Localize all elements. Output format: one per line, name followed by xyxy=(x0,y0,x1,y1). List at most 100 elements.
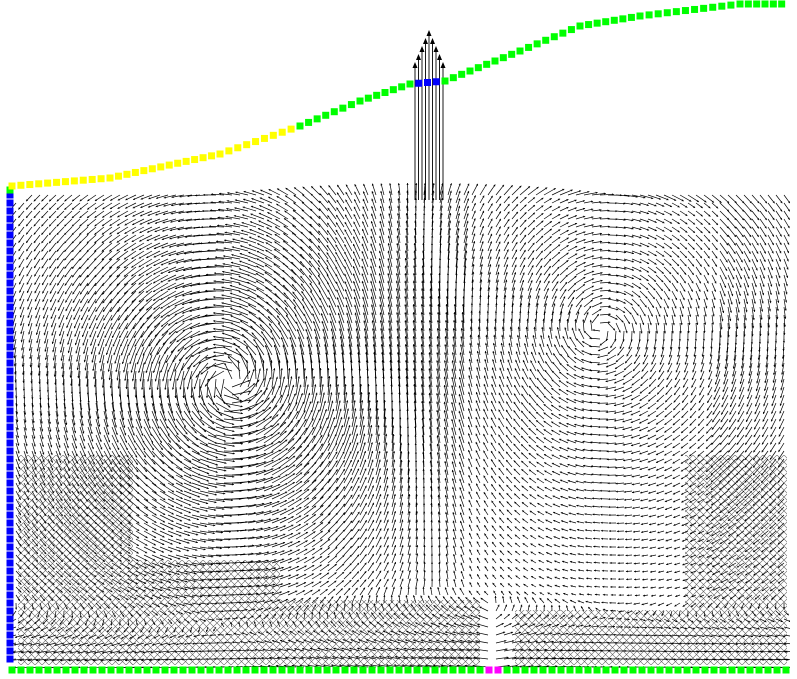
velocity-vector xyxy=(256,250,273,260)
velocity-vector xyxy=(566,318,569,332)
velocity-vector xyxy=(475,458,481,468)
velocity-vector xyxy=(553,552,561,556)
velocity-vector xyxy=(484,557,489,564)
velocity-vector xyxy=(591,232,602,236)
velocity-vector xyxy=(607,474,617,477)
velocity-vector xyxy=(711,258,718,267)
velocity-vector xyxy=(672,426,681,434)
velocity-vector xyxy=(775,202,783,212)
velocity-vector xyxy=(302,186,313,196)
velocity-vector xyxy=(775,242,782,254)
velocity-vector xyxy=(18,218,25,227)
velocity-vector xyxy=(476,541,481,548)
velocity-vector xyxy=(543,243,552,252)
velocity-vector xyxy=(439,220,443,236)
velocity-vector xyxy=(308,275,321,292)
velocity-vector xyxy=(383,586,388,596)
velocity-vector xyxy=(48,210,57,219)
velocity-vector xyxy=(144,346,153,365)
velocity-vector xyxy=(476,565,481,572)
velocity-vector xyxy=(86,234,97,244)
velocity-vector xyxy=(490,434,497,444)
velocity-vector xyxy=(240,237,257,244)
velocity-vector xyxy=(554,568,561,572)
velocity-vector xyxy=(130,354,137,373)
velocity-vector xyxy=(559,446,569,452)
velocity-vector xyxy=(362,191,369,204)
velocity-vector xyxy=(463,235,468,252)
velocity-vector xyxy=(655,210,665,216)
velocity-vector xyxy=(591,308,602,316)
velocity-vector xyxy=(161,234,177,241)
velocity-vector xyxy=(767,234,775,246)
velocity-vector xyxy=(258,212,273,220)
velocity-vector xyxy=(630,410,641,416)
velocity-vector xyxy=(559,237,569,244)
velocity-vector xyxy=(568,496,577,500)
velocity-vector xyxy=(251,198,265,204)
velocity-vector xyxy=(267,204,281,212)
velocity-vector xyxy=(79,210,89,219)
velocity-vector xyxy=(506,534,513,540)
velocity-vector xyxy=(575,254,586,260)
velocity-vector xyxy=(714,378,721,393)
velocity-vector xyxy=(689,418,697,426)
velocity-vector xyxy=(335,259,345,276)
velocity-vector xyxy=(460,562,465,572)
velocity-vector xyxy=(543,228,553,236)
velocity-vector xyxy=(695,202,703,209)
velocity-vector xyxy=(175,514,191,521)
velocity-vector xyxy=(506,384,513,396)
velocity-vector xyxy=(327,207,337,220)
velocity-vector xyxy=(279,499,295,508)
velocity-vector xyxy=(679,242,688,250)
velocity-vector xyxy=(558,388,569,396)
velocity-vector xyxy=(699,386,705,396)
velocity-vector xyxy=(607,482,617,485)
velocity-vector xyxy=(614,418,625,422)
velocity-vector xyxy=(438,561,441,572)
velocity-vector xyxy=(79,434,86,449)
velocity-vector xyxy=(234,207,249,212)
velocity-vector xyxy=(588,369,601,372)
velocity-vector xyxy=(695,234,703,242)
velocity-vector xyxy=(703,250,710,259)
velocity-vector xyxy=(484,541,489,548)
velocity-vector xyxy=(527,227,536,236)
velocity-vector xyxy=(778,434,785,445)
velocity-vector xyxy=(679,258,687,267)
velocity-vector xyxy=(527,204,536,212)
velocity-vector xyxy=(609,553,617,557)
velocity-vector xyxy=(247,519,264,524)
velocity-vector xyxy=(213,378,217,398)
velocity-vector xyxy=(597,362,609,366)
velocity-vector xyxy=(551,213,561,220)
velocity-vector xyxy=(575,261,586,268)
velocity-vector xyxy=(727,210,737,221)
velocity-vector xyxy=(97,330,105,347)
velocity-vector xyxy=(151,346,161,365)
velocity-vector xyxy=(711,210,719,217)
velocity-vector xyxy=(491,517,497,524)
velocity-vector xyxy=(551,429,561,436)
velocity-vector xyxy=(18,226,25,235)
velocity-vector xyxy=(351,520,360,532)
velocity-vector xyxy=(631,202,642,206)
velocity-vector xyxy=(71,434,78,449)
velocity-vector xyxy=(175,506,191,514)
velocity-vector xyxy=(351,433,359,452)
velocity-vector xyxy=(103,410,109,428)
velocity-vector xyxy=(219,378,225,398)
velocity-vector xyxy=(170,210,185,215)
velocity-vector xyxy=(615,466,625,469)
velocity-vector xyxy=(633,554,641,557)
velocity-vector xyxy=(399,586,403,596)
velocity-vector xyxy=(132,202,145,209)
velocity-vector xyxy=(513,393,521,404)
velocity-vector xyxy=(287,498,302,508)
velocity-vector xyxy=(650,594,657,597)
velocity-vector xyxy=(561,544,569,548)
velocity-vector xyxy=(71,234,81,244)
velocity-vector xyxy=(79,194,89,202)
velocity-vector xyxy=(561,536,569,540)
